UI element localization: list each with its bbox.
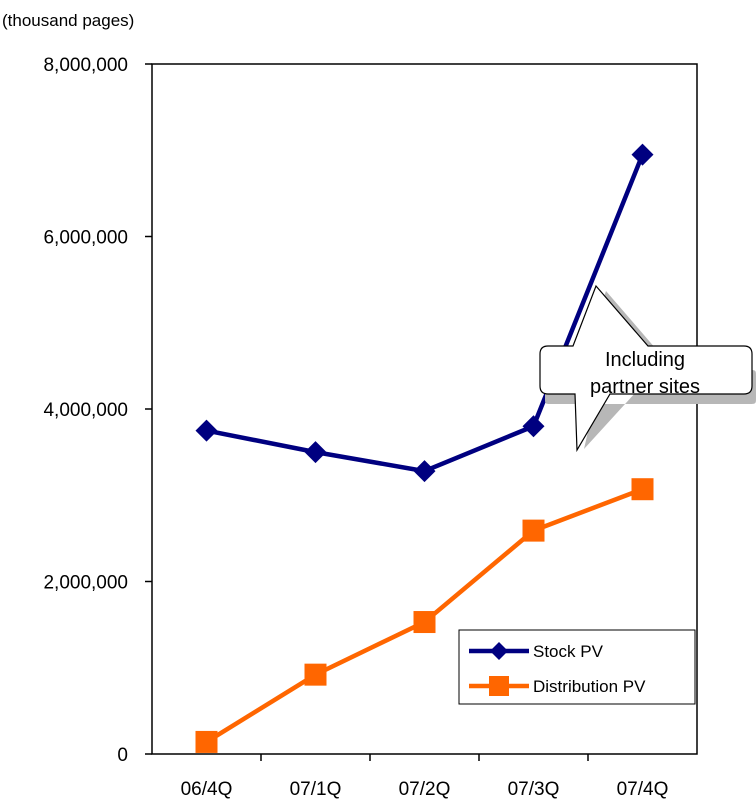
callout-text-line: partner sites — [590, 376, 700, 398]
y-tick-label: 0 — [117, 745, 128, 766]
data-point-marker — [304, 663, 327, 686]
series-stock-pv — [195, 143, 654, 483]
series-layer — [195, 143, 654, 753]
data-point-marker — [413, 460, 436, 483]
data-point-marker — [195, 419, 218, 442]
data-point-marker — [631, 143, 654, 166]
data-point-marker — [522, 519, 545, 542]
callout-bubble — [539, 284, 753, 453]
legend-label: Stock PV — [533, 642, 604, 661]
y-axis: 0 2,000,000 4,000,000 6,000,000 8,000,000 — [43, 55, 152, 766]
callout-annotation: Including partner sites — [539, 284, 756, 453]
x-tick-label: 06/4Q — [181, 779, 233, 800]
x-tick-label: 07/1Q — [290, 779, 342, 800]
y-tick-label: 8,000,000 — [43, 55, 128, 76]
x-tick-label: 07/3Q — [508, 779, 560, 800]
legend-label: Distribution PV — [533, 677, 646, 696]
y-tick-label: 6,000,000 — [43, 228, 128, 249]
y-axis-unit-label: (thousand pages) — [2, 11, 134, 30]
data-point-marker — [413, 611, 436, 634]
y-tick-label: 2,000,000 — [43, 573, 128, 594]
callout-text-line: Including — [605, 349, 685, 371]
x-axis: 06/4Q 07/1Q 07/2Q 07/3Q 07/4Q — [181, 754, 669, 800]
legend: Stock PV Distribution PV — [458, 629, 696, 705]
data-point-marker — [631, 478, 654, 501]
series-distribution-pv — [195, 478, 654, 753]
legend-marker — [490, 642, 508, 660]
data-point-marker — [195, 730, 218, 753]
data-point-marker — [304, 441, 327, 464]
y-tick-label: 4,000,000 — [43, 400, 128, 421]
data-point-marker — [522, 415, 545, 438]
legend-marker — [489, 676, 509, 696]
x-tick-label: 07/4Q — [617, 779, 669, 800]
x-tick-label: 07/2Q — [399, 779, 451, 800]
